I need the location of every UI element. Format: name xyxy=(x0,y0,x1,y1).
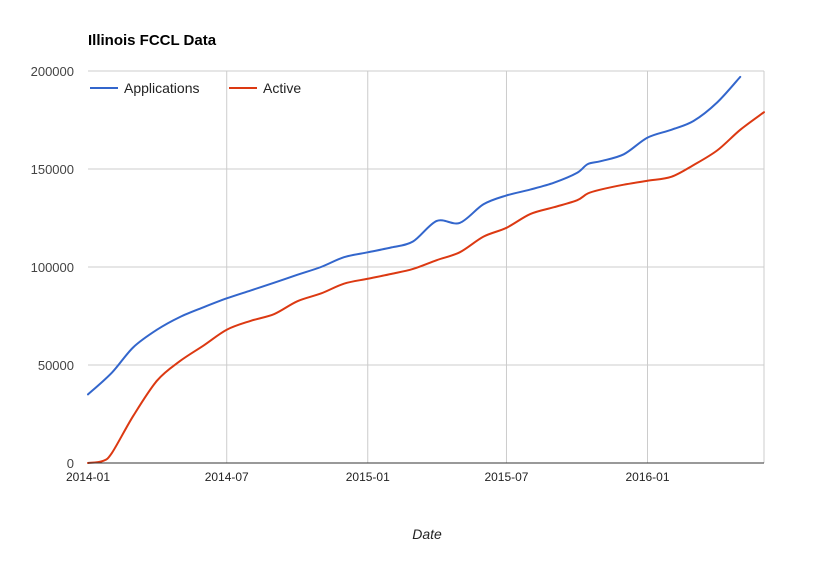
series-line-applications xyxy=(87,75,742,396)
legend-item-applications[interactable]: Applications xyxy=(90,80,200,96)
y-axis-ticks: 0 50000 100000 150000 200000 xyxy=(31,64,74,471)
legend-item-active[interactable]: Active xyxy=(229,80,301,96)
y-tick-label: 200000 xyxy=(31,64,74,79)
y-tick-label: 100000 xyxy=(31,260,74,275)
x-tick-label: 2016-01 xyxy=(625,470,669,484)
x-tick-label: 2015-01 xyxy=(346,470,390,484)
x-axis-title: Date xyxy=(412,526,442,542)
series-lines xyxy=(87,75,765,464)
chart-title: Illinois FCCL Data xyxy=(88,32,217,49)
legend-label: Active xyxy=(263,80,301,96)
legend: Applications Active xyxy=(90,80,301,96)
y-tick-label: 150000 xyxy=(31,162,74,177)
legend-label: Applications xyxy=(124,80,200,96)
series-line-active xyxy=(87,111,765,464)
x-tick-label: 2014-01 xyxy=(66,470,110,484)
y-tick-label: 0 xyxy=(67,456,74,471)
x-tick-label: 2014-07 xyxy=(205,470,249,484)
grid xyxy=(88,70,765,463)
x-tick-label: 2015-07 xyxy=(484,470,528,484)
y-tick-label: 50000 xyxy=(38,358,74,373)
x-axis-ticks: 2014-01 2014-07 2015-01 2015-07 2016-01 xyxy=(66,470,670,484)
